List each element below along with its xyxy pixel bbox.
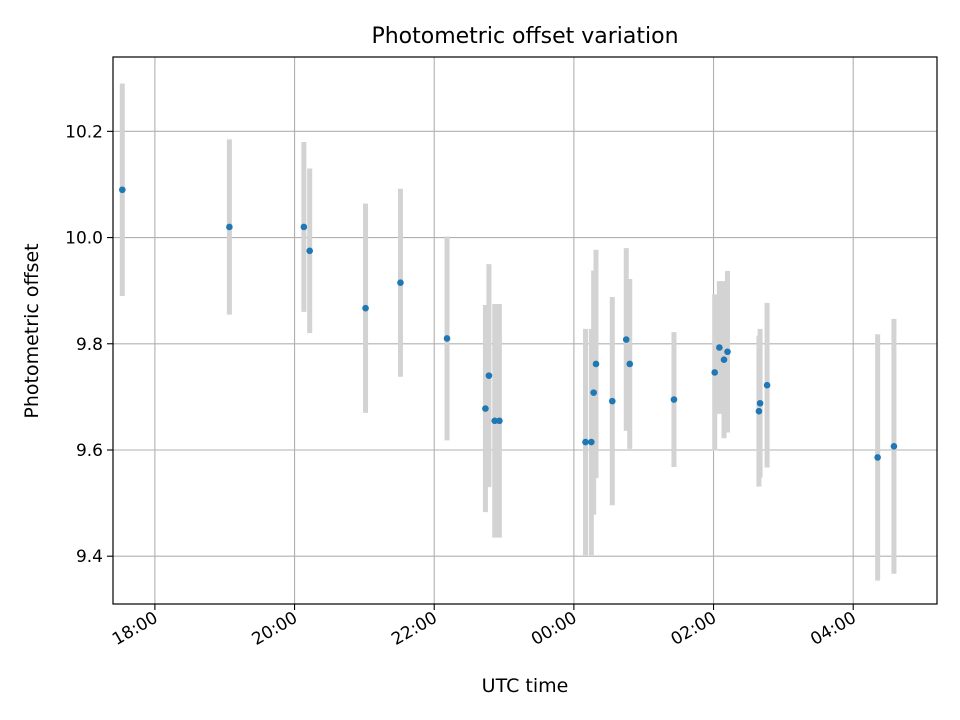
- data-point: [755, 407, 763, 415]
- y-axis-ticks: 9.4 9.6 9.8 10.0 10.2: [65, 122, 113, 567]
- y-tick-label: 9.8: [76, 335, 103, 355]
- plot-frame: [112, 56, 938, 605]
- y-tick-label: 9.6: [76, 441, 103, 461]
- data-point: [590, 389, 597, 396]
- data-point: [485, 372, 493, 379]
- data-point: [588, 438, 595, 446]
- data-point: [306, 247, 313, 255]
- grid: [113, 57, 937, 604]
- data-point: [608, 397, 616, 405]
- data-point: [890, 442, 898, 450]
- data-point: [482, 405, 489, 412]
- data-point: [226, 223, 233, 231]
- x-axis-label: UTC time: [482, 675, 569, 697]
- data-point: [626, 360, 634, 368]
- data-point: [582, 438, 589, 446]
- data-points: [119, 186, 898, 461]
- data-point: [119, 186, 126, 194]
- data-point: [397, 279, 404, 287]
- data-point: [756, 399, 764, 407]
- data-point: [711, 369, 719, 376]
- data-point: [443, 335, 451, 342]
- data-point: [592, 360, 600, 368]
- y-axis-label: Photometric offset: [21, 243, 43, 418]
- data-point: [491, 417, 499, 425]
- data-point: [724, 348, 731, 356]
- y-tick-label: 10.2: [65, 122, 103, 142]
- data-point: [720, 356, 728, 364]
- y-tick-label: 9.4: [76, 547, 103, 567]
- plot-area: [113, 57, 937, 604]
- data-point: [874, 454, 881, 461]
- chart-title: Photometric offset variation: [371, 24, 678, 49]
- data-point: [716, 344, 723, 351]
- y-tick-label: 10.0: [65, 229, 103, 249]
- data-point: [670, 396, 678, 403]
- data-point: [362, 304, 369, 312]
- data-point: [622, 336, 630, 343]
- data-point: [763, 381, 771, 389]
- data-point: [496, 417, 503, 425]
- data-point: [300, 223, 308, 231]
